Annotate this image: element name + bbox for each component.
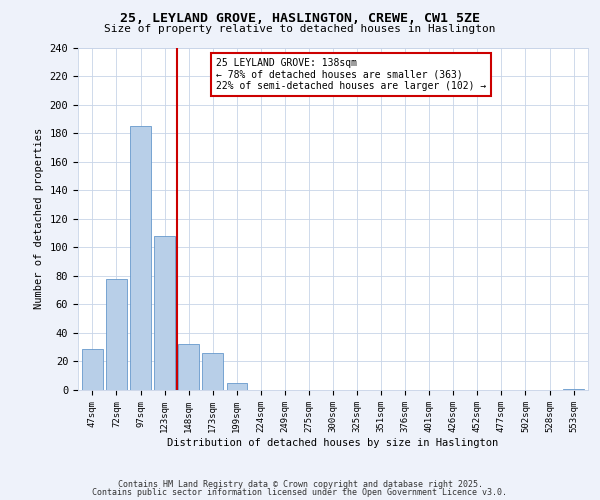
Bar	[227, 383, 247, 390]
Bar	[130, 126, 151, 390]
Text: Contains HM Land Registry data © Crown copyright and database right 2025.: Contains HM Land Registry data © Crown c…	[118, 480, 482, 489]
Text: Size of property relative to detached houses in Haslington: Size of property relative to detached ho…	[104, 24, 496, 34]
Text: 25, LEYLAND GROVE, HASLINGTON, CREWE, CW1 5ZE: 25, LEYLAND GROVE, HASLINGTON, CREWE, CW…	[120, 12, 480, 26]
Bar	[563, 388, 584, 390]
Bar	[154, 236, 175, 390]
Y-axis label: Number of detached properties: Number of detached properties	[34, 128, 44, 310]
Text: 25 LEYLAND GROVE: 138sqm
← 78% of detached houses are smaller (363)
22% of semi-: 25 LEYLAND GROVE: 138sqm ← 78% of detach…	[216, 58, 486, 91]
X-axis label: Distribution of detached houses by size in Haslington: Distribution of detached houses by size …	[167, 438, 499, 448]
Bar	[178, 344, 199, 390]
Bar	[106, 278, 127, 390]
Text: Contains public sector information licensed under the Open Government Licence v3: Contains public sector information licen…	[92, 488, 508, 497]
Bar	[202, 353, 223, 390]
Bar	[82, 348, 103, 390]
